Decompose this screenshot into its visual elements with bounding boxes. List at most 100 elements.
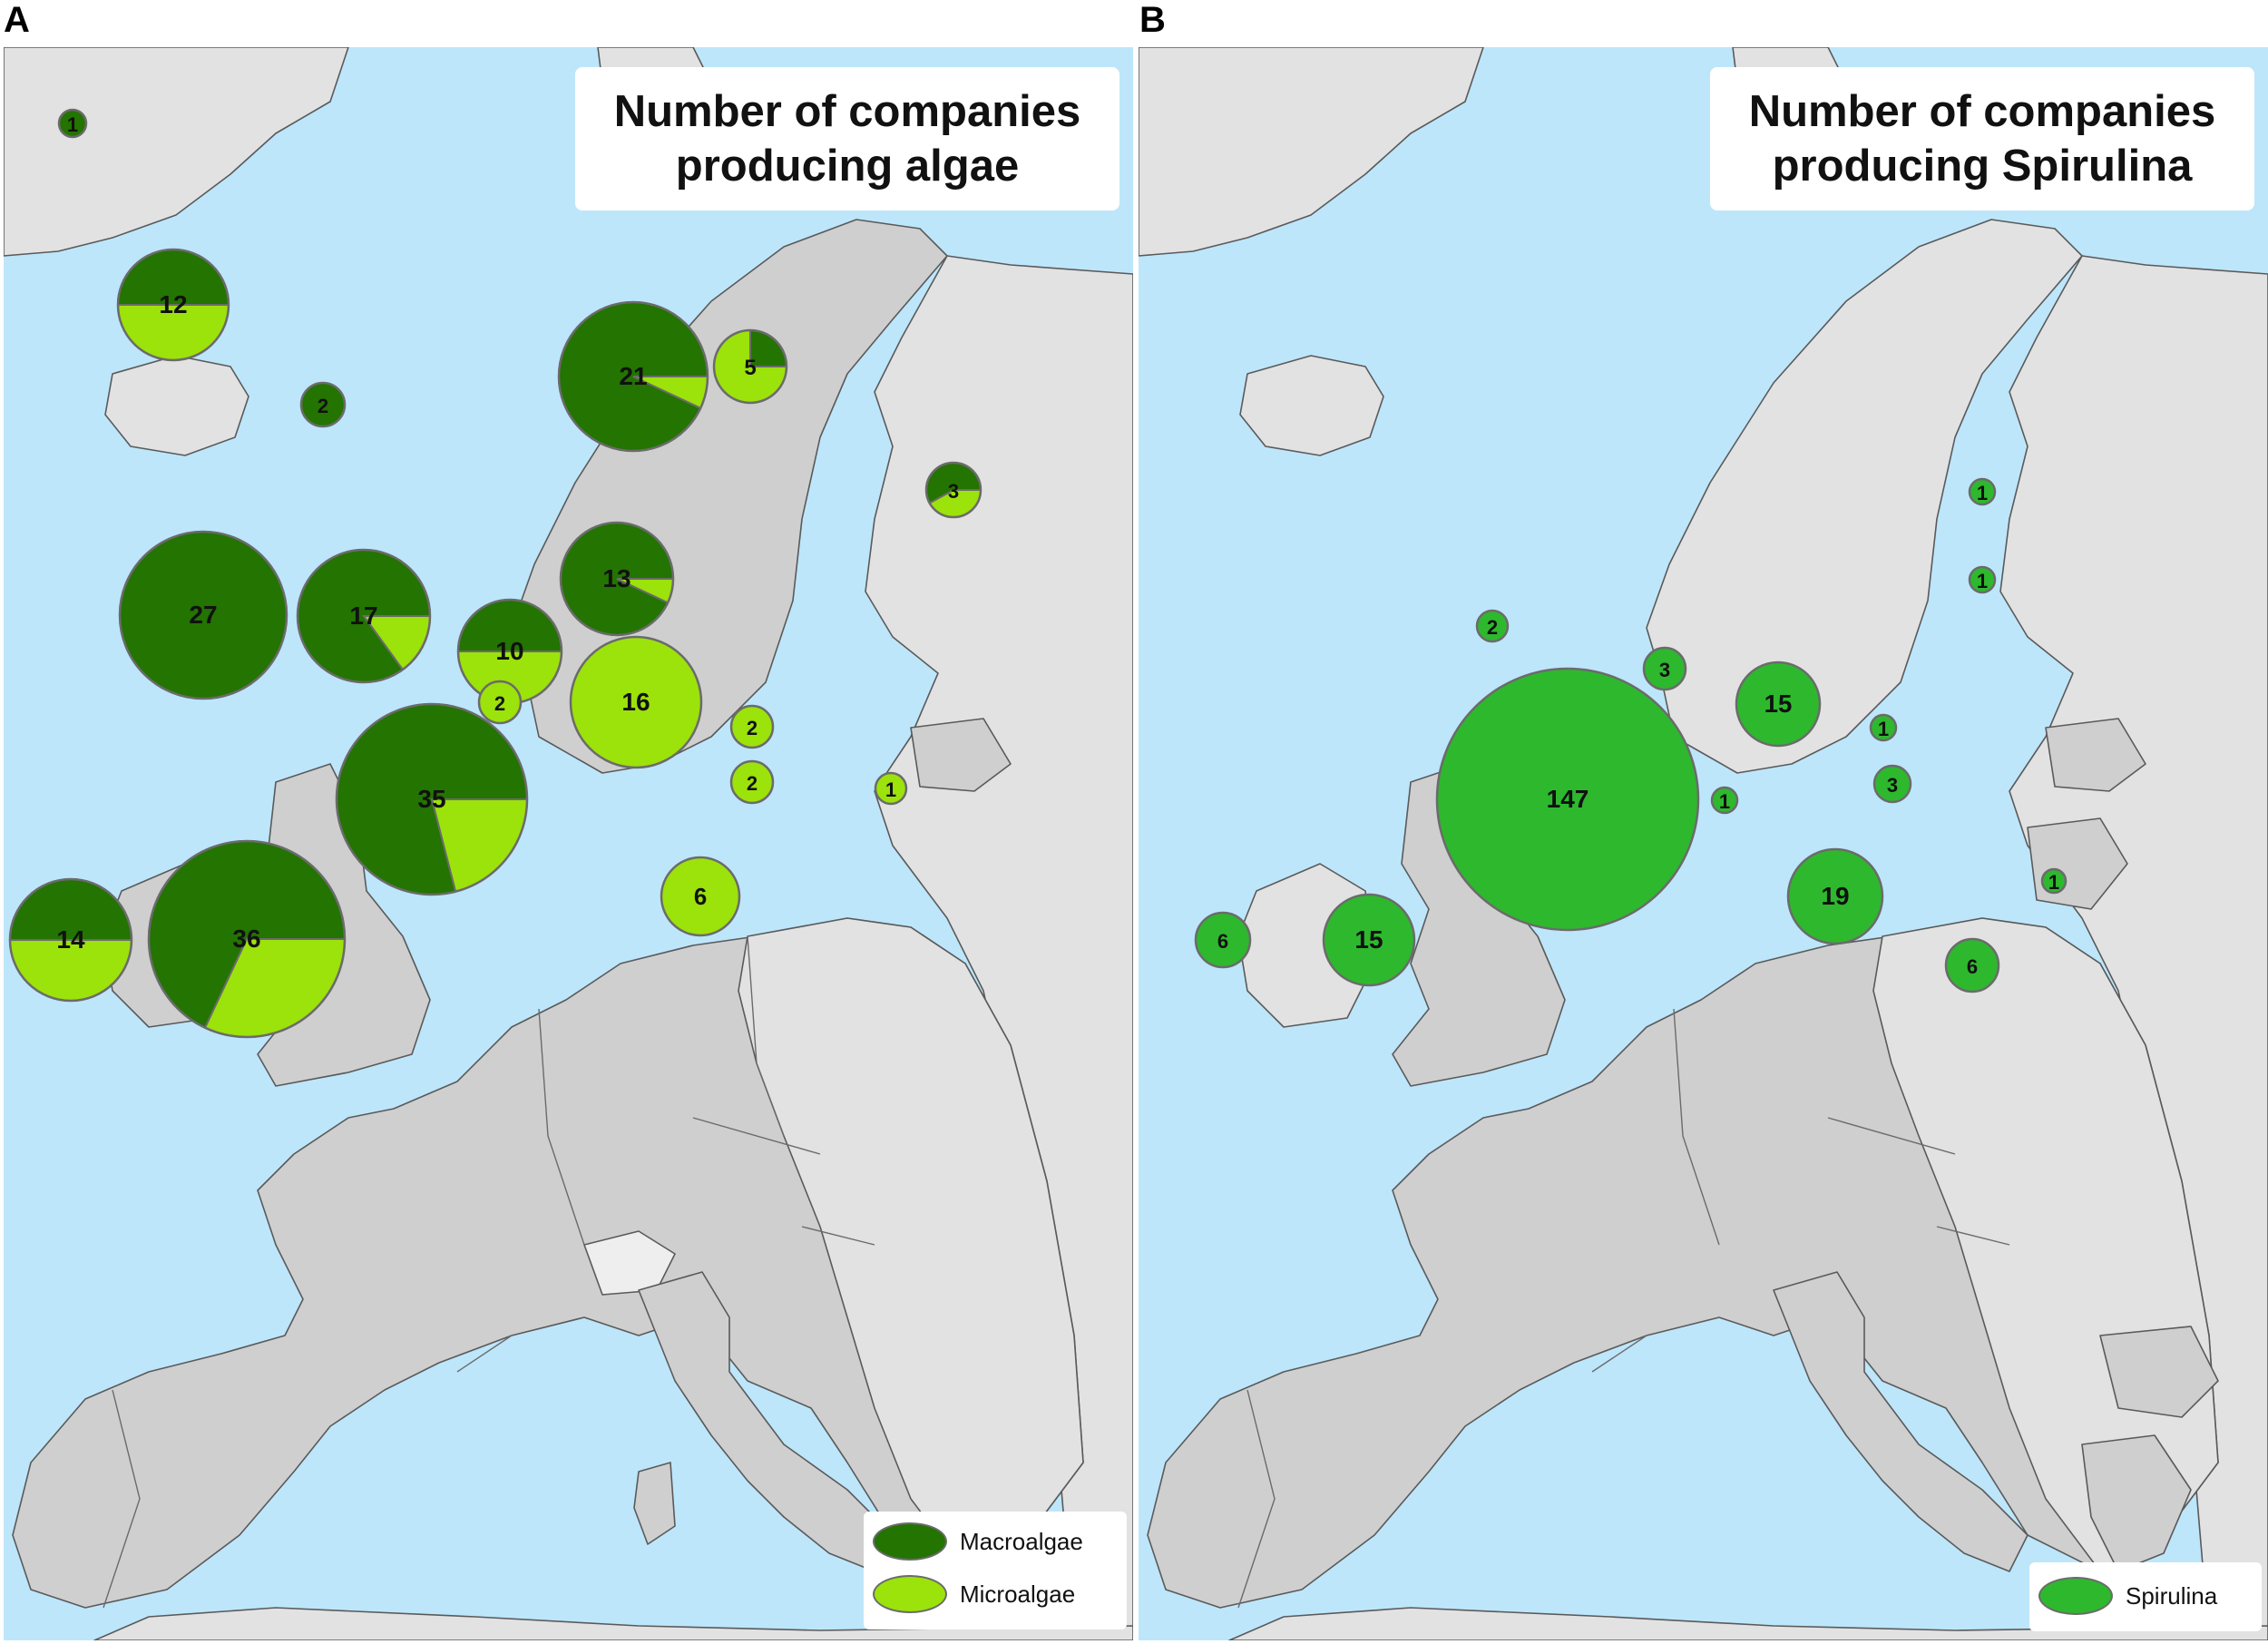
- bubble: [1710, 786, 1739, 815]
- pie-marker-3: 3: [924, 461, 982, 519]
- legend-item-microalgae: Microalgae: [873, 1575, 1075, 1613]
- pie-label: 12: [159, 290, 187, 318]
- switzerland-landmass: [583, 1230, 676, 1296]
- pie-slice: [477, 680, 523, 725]
- pie-outline: [296, 548, 432, 684]
- pie-label: 2: [494, 692, 505, 715]
- pie-label: 2: [747, 772, 758, 795]
- sardinia-landmass: [633, 1462, 676, 1545]
- estonia-landmass: [910, 718, 1012, 792]
- bubble-marker-15: 15: [1735, 661, 1822, 748]
- bubble-label: 3: [1887, 774, 1898, 797]
- panel-b-markers: 11231151147131916156: [1194, 477, 2068, 993]
- pie-slice: [729, 704, 775, 749]
- pie-marker-16: 16: [569, 635, 703, 769]
- pie-marker-2: 2: [299, 381, 347, 428]
- bubble-marker-1: 1: [1710, 786, 1739, 815]
- legend-swatch-spirulina: [2038, 1577, 2113, 1615]
- pie-marker-14: 14: [8, 877, 133, 1003]
- panel-a-letter: A: [4, 0, 30, 40]
- pie-marker-27: 27: [118, 530, 288, 700]
- panel-a-title-line2: producing algae: [675, 142, 1020, 191]
- bubble-marker-6: 6: [1194, 911, 1252, 969]
- bubble: [1968, 565, 1997, 594]
- pie-marker-1: 1: [57, 108, 88, 139]
- pie-outline: [712, 328, 788, 405]
- panel-b-title-line2: producing Spirulina: [1772, 142, 2193, 191]
- bubble-label: 6: [1217, 930, 1228, 953]
- pie-label: 14: [56, 925, 85, 954]
- pie-marker-36: 36: [147, 839, 347, 1039]
- bulgaria-landmass: [2099, 1326, 2219, 1418]
- bubble-marker-3: 3: [1872, 764, 1912, 804]
- legend-label-microalgae: Microalgae: [960, 1580, 1076, 1608]
- panel-b-title-line1: Number of companies: [1748, 87, 2216, 136]
- italy-landmass: [1773, 1271, 2028, 1572]
- pie-outline: [557, 300, 709, 453]
- bubble-marker-19: 19: [1786, 847, 1884, 945]
- bubble: [1944, 937, 2000, 993]
- pie-label: 6: [694, 885, 707, 910]
- bubble-label: 15: [1354, 925, 1383, 954]
- bubble: [1322, 893, 1416, 987]
- pie-label: 17: [349, 602, 377, 630]
- bubble-marker-15: 15: [1322, 893, 1416, 987]
- pie-slice: [57, 108, 88, 139]
- pie-marker-12: 12: [116, 248, 230, 362]
- bubble-marker-1: 1: [1968, 477, 1997, 506]
- pie-label: 21: [619, 362, 647, 390]
- bubble-label: 1: [1719, 790, 1730, 813]
- bubble: [1869, 713, 1898, 742]
- panel-b-title-box: Number of companies producing Spirulina: [1710, 67, 2254, 210]
- iceland-landmass: [104, 355, 249, 456]
- bubble-marker-1: 1: [2040, 867, 2068, 895]
- north-africa-landmass: [1228, 1607, 2268, 1640]
- country-borders: [103, 935, 875, 1609]
- pie-label: 2: [318, 395, 328, 417]
- pie-label: 1: [885, 778, 896, 801]
- pie-outline: [116, 248, 230, 362]
- pie-marker-6: 6: [660, 856, 741, 937]
- panel-b-legend: Spirulina: [2029, 1562, 2262, 1631]
- pie-marker-2: 2: [729, 759, 775, 805]
- bubble: [1194, 911, 1252, 969]
- legend-swatch-microalgae: [873, 1575, 947, 1613]
- estonia-landmass: [2045, 718, 2146, 792]
- pie-outline: [147, 839, 347, 1039]
- panel-a-map[interactable]: Number of companies producing algae 1 12 2…: [4, 47, 1133, 1640]
- pie-label: 35: [417, 785, 445, 813]
- iceland-landmass: [1239, 355, 1384, 456]
- bubble-marker-2: 2: [1475, 609, 1510, 643]
- pie-outline: [559, 521, 675, 637]
- pie-marker-21: 21: [557, 300, 709, 453]
- panel-b-letter: B: [1139, 0, 1166, 40]
- pie-marker-13: 13: [559, 521, 675, 637]
- bubble: [1872, 764, 1912, 804]
- legend-swatch-macroalgae: [873, 1522, 947, 1561]
- bubble-label: 3: [1659, 659, 1670, 681]
- pie-label: 16: [621, 688, 650, 716]
- pie-label: 36: [232, 925, 260, 953]
- panel-a-title-box: Number of companies producing algae: [575, 67, 1119, 210]
- bubble-marker-1: 1: [1968, 565, 1997, 594]
- pie-label: 1: [67, 113, 78, 136]
- pie-label: 3: [948, 480, 959, 503]
- pie-slice: [569, 635, 703, 769]
- bubble-marker-1: 1: [1869, 713, 1898, 742]
- greece-landmass: [2081, 1434, 2192, 1572]
- bubble-label: 1: [1977, 482, 1988, 504]
- panel-b-map[interactable]: Number of companies producing Spirulina …: [1139, 47, 2268, 1640]
- pie-label: 10: [495, 637, 523, 665]
- bubble-label: 2: [1487, 616, 1498, 639]
- greenland-landmass: [4, 47, 349, 257]
- bubble: [1642, 646, 1687, 691]
- legend-label-macroalgae: Macroalgae: [960, 1527, 1083, 1555]
- legend-item-macroalgae: Macroalgae: [873, 1522, 1083, 1561]
- pie-slice: [874, 771, 908, 806]
- bubble-marker-147: 147: [1435, 667, 1700, 932]
- pie-marker-17: 17: [296, 548, 432, 684]
- bubble-label: 147: [1547, 785, 1589, 813]
- north-africa-landmass: [93, 1607, 1133, 1640]
